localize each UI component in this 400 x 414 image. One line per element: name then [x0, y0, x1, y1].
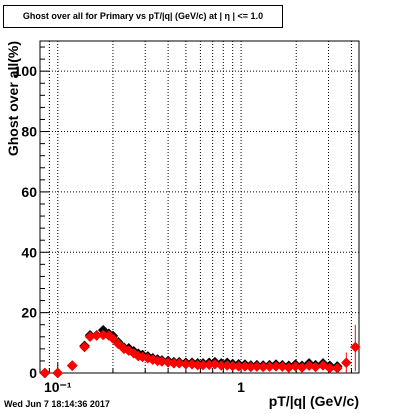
data-point-red — [340, 357, 352, 369]
y-axis-label: Ghost over all(%) — [5, 41, 21, 156]
y-tick-label: 100 — [14, 63, 38, 79]
chart-title-box: Ghost over all for Primary vs pT/|q| (Ge… — [3, 5, 283, 28]
grid-lines — [40, 41, 359, 373]
y-tick-label: 40 — [21, 244, 37, 260]
data-point-red — [331, 362, 343, 374]
y-tick-label: 0 — [29, 365, 37, 381]
data-point-red — [349, 341, 361, 353]
data-point-red — [107, 333, 119, 344]
y-tick-label: 80 — [21, 124, 37, 140]
data-point-red — [52, 367, 64, 379]
x-axis-label: pT/|q| (GeV/c) — [269, 393, 359, 409]
data-point-red — [112, 338, 124, 350]
data-point-red — [79, 341, 90, 353]
data-point-red — [39, 367, 51, 379]
chart-title: Ghost over all for Primary vs pT/|q| (Ge… — [22, 11, 264, 21]
series-red-markers — [39, 324, 361, 379]
timestamp-label: Wed Jun 7 18:14:36 2017 — [4, 399, 110, 409]
y-tick-label: 60 — [21, 184, 37, 200]
data-point-red — [277, 361, 288, 373]
x-tick-label: 10⁻¹ — [44, 379, 72, 395]
plot-frame — [39, 40, 360, 374]
data-point-red — [66, 360, 78, 371]
data-point-red — [324, 362, 336, 374]
x-tick-label: 1 — [237, 379, 245, 395]
data-point-red — [173, 357, 185, 369]
axes: 0 20 40 60 80 100 10⁻¹ 1 — [14, 46, 352, 395]
y-tick-label: 20 — [21, 305, 37, 321]
